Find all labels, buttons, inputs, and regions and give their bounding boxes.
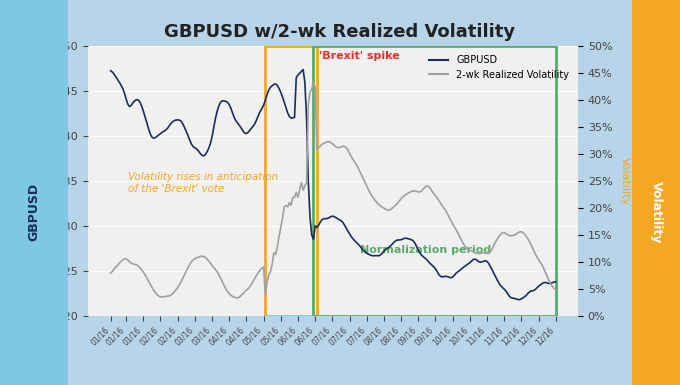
Text: Volatility rises in anticipation
of the 'Brexit' vote: Volatility rises in anticipation of the … <box>128 172 278 194</box>
Bar <box>265 46 317 316</box>
Y-axis label: GBPUSD: GBPUSD <box>37 157 47 204</box>
Text: Normalization period: Normalization period <box>360 245 491 255</box>
Text: GBPUSD w/2-wk Realized Volatility: GBPUSD w/2-wk Realized Volatility <box>165 23 515 41</box>
Text: Volatility: Volatility <box>649 181 663 243</box>
Bar <box>313 46 556 316</box>
Legend: GBPUSD, 2-wk Realized Volatility: GBPUSD, 2-wk Realized Volatility <box>425 51 573 84</box>
Text: GBPUSD: GBPUSD <box>27 183 41 241</box>
Y-axis label: Volatility: Volatility <box>619 157 630 205</box>
Text: 'Brexit' spike: 'Brexit' spike <box>319 51 399 61</box>
